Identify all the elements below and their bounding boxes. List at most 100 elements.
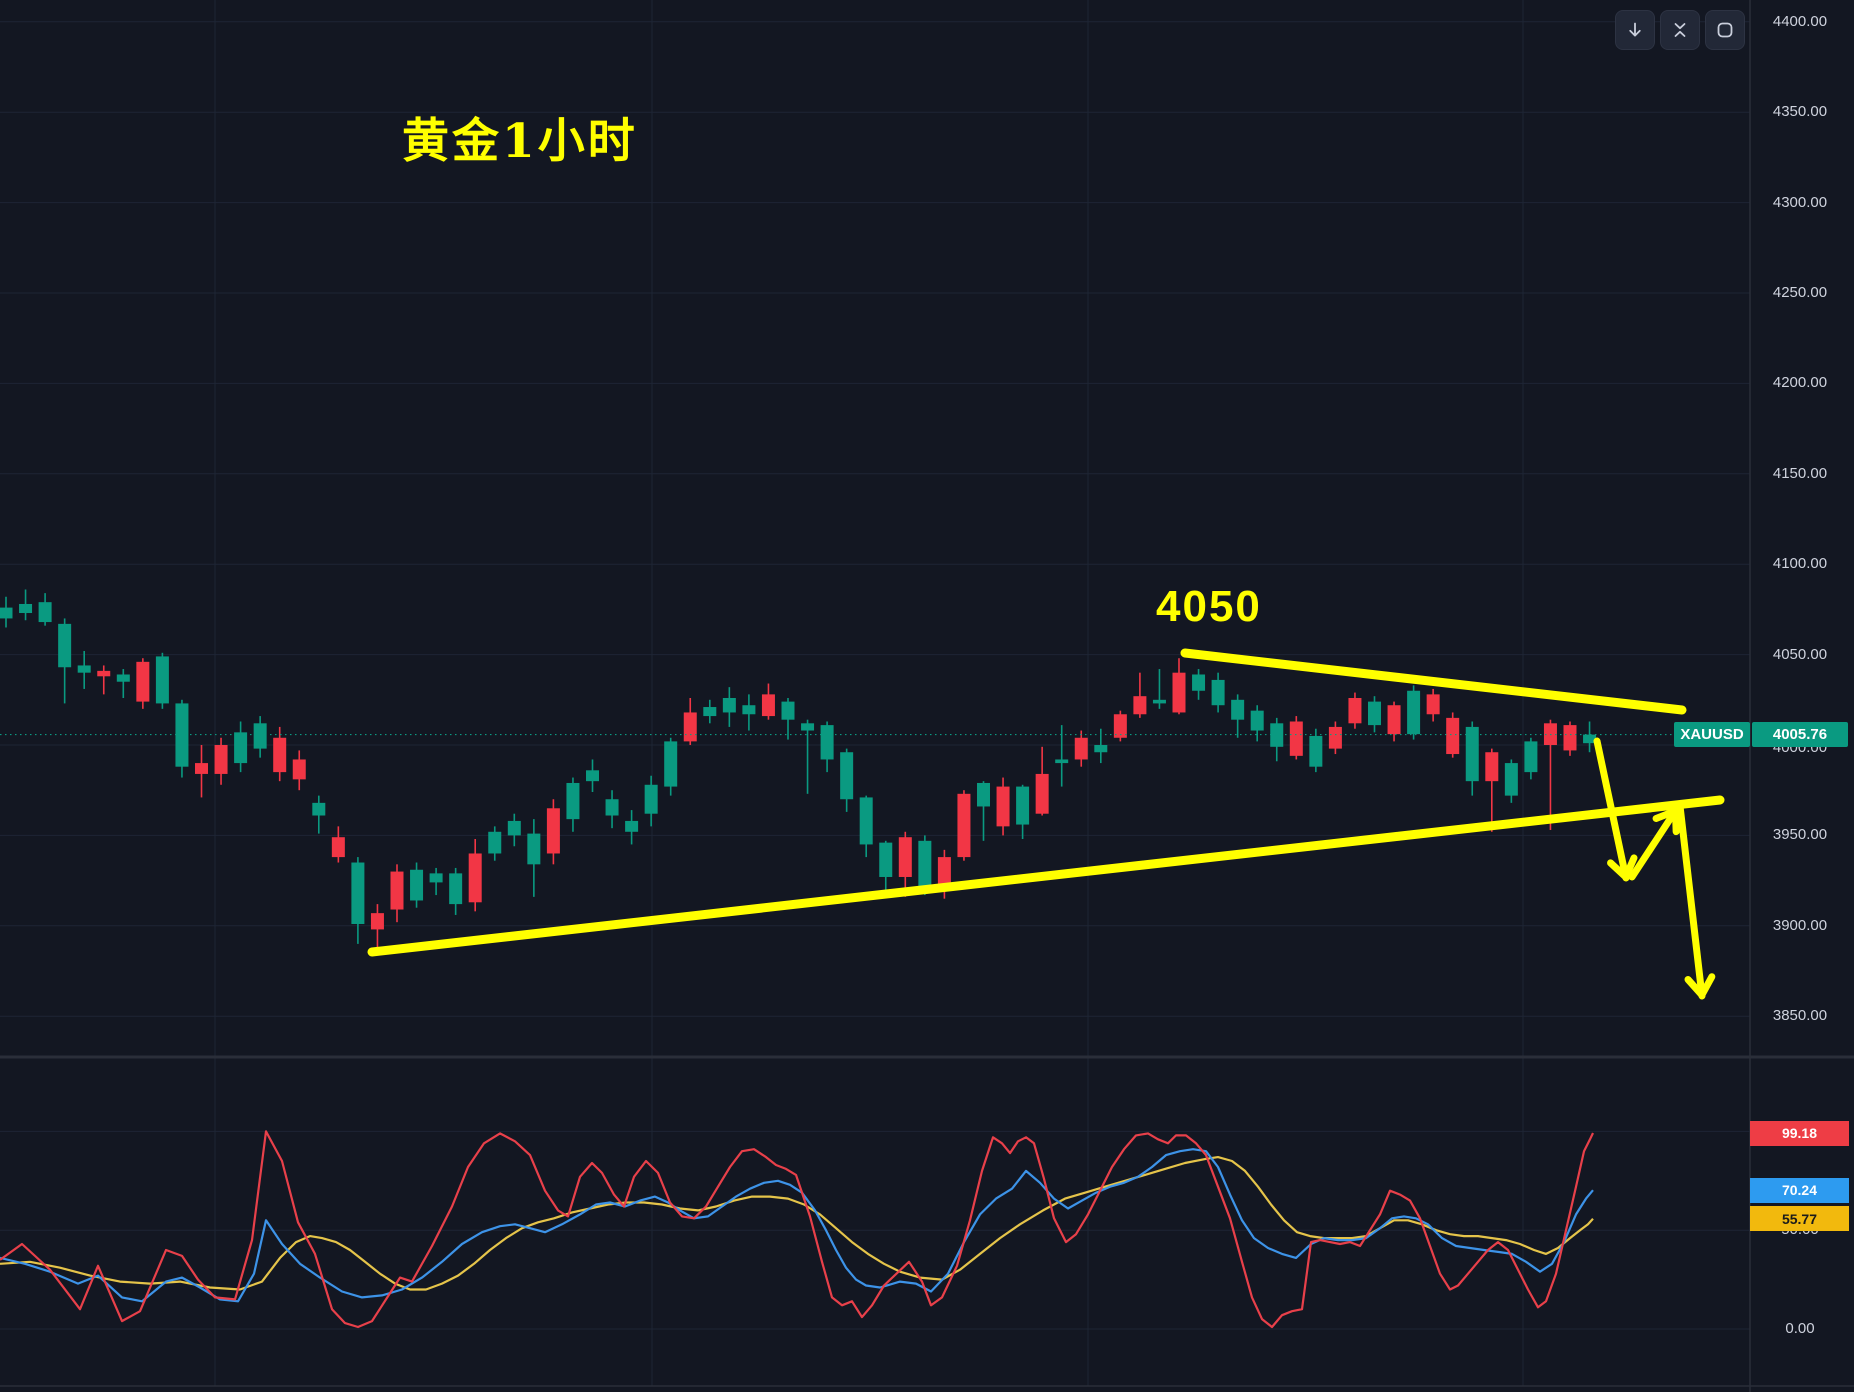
arrow-down-icon xyxy=(1625,20,1645,40)
candlestick[interactable] xyxy=(840,752,854,800)
candlestick[interactable] xyxy=(801,723,815,731)
candlestick[interactable] xyxy=(97,670,111,677)
candlestick[interactable] xyxy=(977,782,990,807)
candlestick[interactable] xyxy=(292,759,306,780)
retest-arrow-up[interactable] xyxy=(1628,806,1680,881)
candlestick[interactable] xyxy=(957,793,971,858)
candlestick[interactable] xyxy=(1309,735,1323,767)
candlestick[interactable] xyxy=(761,694,775,717)
candlestick[interactable] xyxy=(1387,705,1401,735)
candlestick[interactable] xyxy=(1113,714,1127,738)
descending-resistance-line[interactable] xyxy=(1180,648,1687,715)
candlestick[interactable] xyxy=(1583,734,1597,744)
candlestick[interactable] xyxy=(488,831,502,854)
candlestick[interactable] xyxy=(351,862,365,924)
candlestick[interactable] xyxy=(1407,690,1421,735)
candlestick[interactable] xyxy=(1074,737,1088,760)
candlestick[interactable] xyxy=(859,797,873,845)
candlestick[interactable] xyxy=(898,837,912,877)
candlestick[interactable] xyxy=(879,842,893,877)
resistance-4050-label: 4050 xyxy=(1156,582,1262,631)
candlestick[interactable] xyxy=(214,745,228,774)
candlestick[interactable] xyxy=(1133,696,1147,715)
candlestick[interactable] xyxy=(703,707,717,717)
candlestick[interactable] xyxy=(155,656,169,704)
candlestick[interactable] xyxy=(1270,723,1284,747)
candlestick[interactable] xyxy=(273,737,287,773)
price-axis-label: 3950.00 xyxy=(1772,826,1828,844)
candlestick[interactable] xyxy=(370,913,384,930)
scroll-to-recent-button[interactable] xyxy=(1615,10,1655,50)
candlestick[interactable] xyxy=(781,701,795,720)
candlestick[interactable] xyxy=(722,697,736,713)
candlestick[interactable] xyxy=(507,820,521,836)
candlestick[interactable] xyxy=(116,674,130,682)
candlestick[interactable] xyxy=(19,603,33,614)
candlestick[interactable] xyxy=(546,808,560,854)
candlestick[interactable] xyxy=(1192,674,1206,691)
price-axis-label: 4250.00 xyxy=(1772,284,1828,301)
candlestick[interactable] xyxy=(1465,726,1479,782)
candlestick[interactable] xyxy=(1094,745,1108,753)
candlestick[interactable] xyxy=(175,703,189,767)
candlestick[interactable] xyxy=(996,786,1010,827)
candlestick[interactable] xyxy=(820,725,834,760)
candlestick[interactable] xyxy=(0,607,13,619)
candlestick[interactable] xyxy=(58,623,72,668)
candlestick[interactable] xyxy=(605,799,619,816)
candlestick[interactable] xyxy=(625,820,639,832)
candlestick[interactable] xyxy=(1289,721,1303,756)
candlestick[interactable] xyxy=(644,784,658,814)
candlestick[interactable] xyxy=(312,802,326,816)
candlestick[interactable] xyxy=(429,873,443,883)
candlestick[interactable] xyxy=(195,763,208,774)
price-axis-label: 4150.00 xyxy=(1772,464,1828,482)
candlestick[interactable] xyxy=(918,840,932,888)
candlestick[interactable] xyxy=(136,661,150,702)
candlestick[interactable] xyxy=(331,837,345,858)
maximize-pane-button[interactable] xyxy=(1705,10,1745,50)
candlestick[interactable] xyxy=(410,869,424,901)
candlestick[interactable] xyxy=(1426,694,1440,715)
candlestick[interactable] xyxy=(664,741,678,787)
candlestick[interactable] xyxy=(683,712,697,742)
candlestick[interactable] xyxy=(1504,763,1518,796)
candlestick[interactable] xyxy=(77,665,91,673)
chart-title-overlay: 黄金1小时 xyxy=(402,114,638,169)
candlestick[interactable] xyxy=(1211,679,1225,706)
candlestick[interactable] xyxy=(449,873,463,905)
candlestick[interactable] xyxy=(937,857,951,888)
price-axis-label: 4050.00 xyxy=(1772,645,1828,663)
candlestick[interactable] xyxy=(527,833,541,865)
candlestick[interactable] xyxy=(742,705,756,715)
candlestick[interactable] xyxy=(253,723,267,749)
collapse-pane-button[interactable] xyxy=(1660,10,1700,50)
candlestick[interactable] xyxy=(1485,752,1499,782)
candlestick[interactable] xyxy=(468,853,482,903)
oscillator-axis-label: 0.00 xyxy=(1785,1320,1815,1337)
candlestick[interactable] xyxy=(586,770,599,782)
drop-arrow-1[interactable] xyxy=(1593,737,1638,882)
oscillator-value-badge: 99.18 xyxy=(1750,1120,1849,1146)
candlestick[interactable] xyxy=(390,871,404,910)
candlestick[interactable] xyxy=(1368,701,1381,726)
candlestick[interactable] xyxy=(1328,726,1342,749)
candlestick[interactable] xyxy=(1152,699,1166,704)
candlestick[interactable] xyxy=(1231,699,1245,720)
candlestick[interactable] xyxy=(38,602,52,623)
candlestick[interactable] xyxy=(1348,697,1362,724)
candlestick[interactable] xyxy=(1172,672,1186,713)
candlestick[interactable] xyxy=(1563,725,1577,751)
ascending-support-line[interactable] xyxy=(367,795,1725,957)
candlestick[interactable] xyxy=(1035,773,1049,814)
candlestick[interactable] xyxy=(1446,717,1460,755)
candlestick[interactable] xyxy=(1250,710,1264,731)
drop-arrow-2[interactable] xyxy=(1676,802,1716,1000)
candlestick[interactable] xyxy=(1524,741,1538,773)
candlestick[interactable] xyxy=(1055,759,1069,764)
candlestick[interactable] xyxy=(234,732,248,764)
candlestick[interactable] xyxy=(566,782,580,820)
candlestick[interactable] xyxy=(1016,786,1030,825)
